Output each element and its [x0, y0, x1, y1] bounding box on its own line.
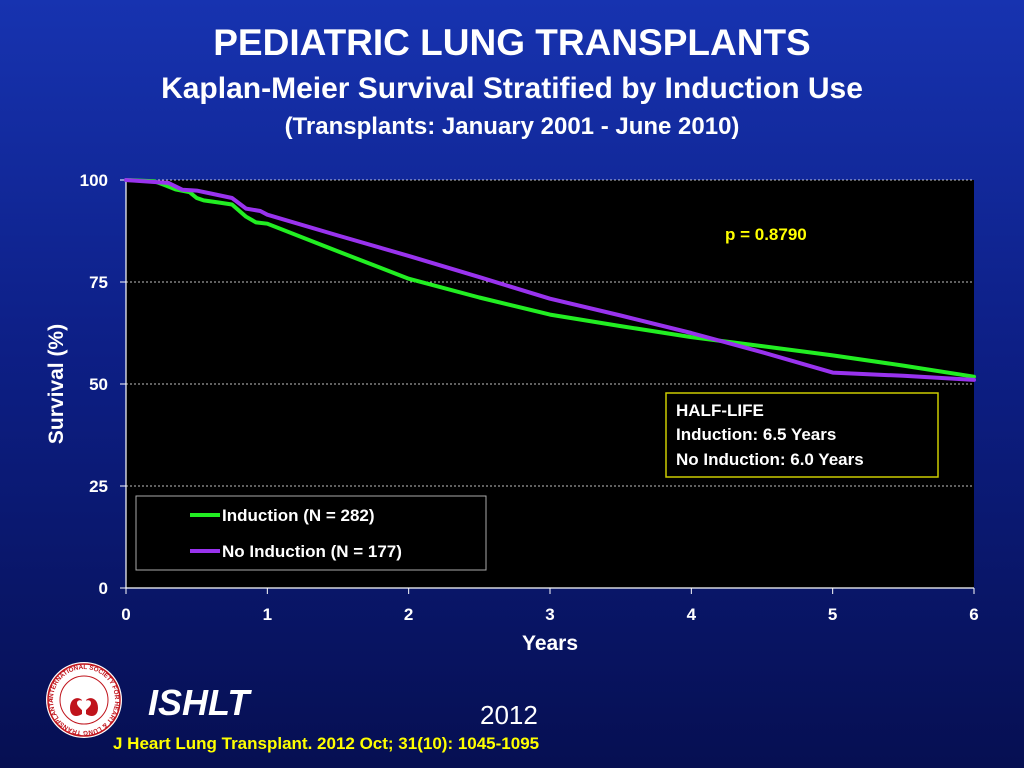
- y-tick-label-50: 50: [89, 375, 108, 394]
- publication-year: 2012: [480, 700, 538, 730]
- page-subtitle: Kaplan-Meier Survival Stratified by Indu…: [161, 72, 863, 105]
- p-value-annotation: p = 0.8790: [725, 225, 807, 244]
- half-life-induction: Induction: 6.5 Years: [676, 425, 836, 444]
- y-tick-label-25: 25: [89, 477, 108, 496]
- half-life-box: HALF-LIFE Induction: 6.5 Years No Induct…: [665, 392, 939, 478]
- y-tick-label-75: 75: [89, 273, 108, 292]
- series-lines: [124, 178, 976, 382]
- legend: Induction (N = 282) No Induction (N = 17…: [135, 495, 487, 571]
- x-axis-label: Years: [522, 632, 578, 655]
- y-axis-label: Survival (%): [45, 324, 68, 444]
- x-tick-label-2: 2: [404, 605, 413, 624]
- half-life-no-induction: No Induction: 6.0 Years: [676, 450, 864, 469]
- lungs-icon: [70, 684, 98, 716]
- grid-lines: [126, 179, 974, 487]
- x-tick-label-0: 0: [121, 605, 130, 624]
- x-tick-label-3: 3: [545, 605, 554, 624]
- x-tick-label-5: 5: [828, 605, 837, 624]
- y-tick-label-0: 0: [99, 579, 108, 598]
- citation: J Heart Lung Transplant. 2012 Oct; 31(10…: [113, 734, 540, 753]
- x-tick-label-1: 1: [263, 605, 272, 624]
- x-tick-label-6: 6: [969, 605, 978, 624]
- half-life-title: HALF-LIFE: [676, 401, 764, 420]
- y-tick-label-100: 100: [80, 171, 108, 190]
- legend-label-induction: Induction (N = 282): [222, 506, 375, 525]
- series-line-no-induction: [124, 178, 976, 382]
- ishlt-logo: INTERNATIONAL SOCIETY FOR HEART & LUNG T…: [44, 660, 122, 738]
- transplant-period: (Transplants: January 2001 - June 2010): [284, 113, 740, 140]
- x-tick-label-4: 4: [687, 605, 697, 624]
- page-title: PEDIATRIC LUNG TRANSPLANTS: [213, 22, 811, 63]
- brand-name: ISHLT: [148, 682, 250, 723]
- heart-icon: [77, 700, 91, 712]
- legend-label-no-induction: No Induction (N = 177): [222, 542, 402, 561]
- axes: 0 25 50 75 100 0 1 2 3 4 5 6: [80, 171, 979, 624]
